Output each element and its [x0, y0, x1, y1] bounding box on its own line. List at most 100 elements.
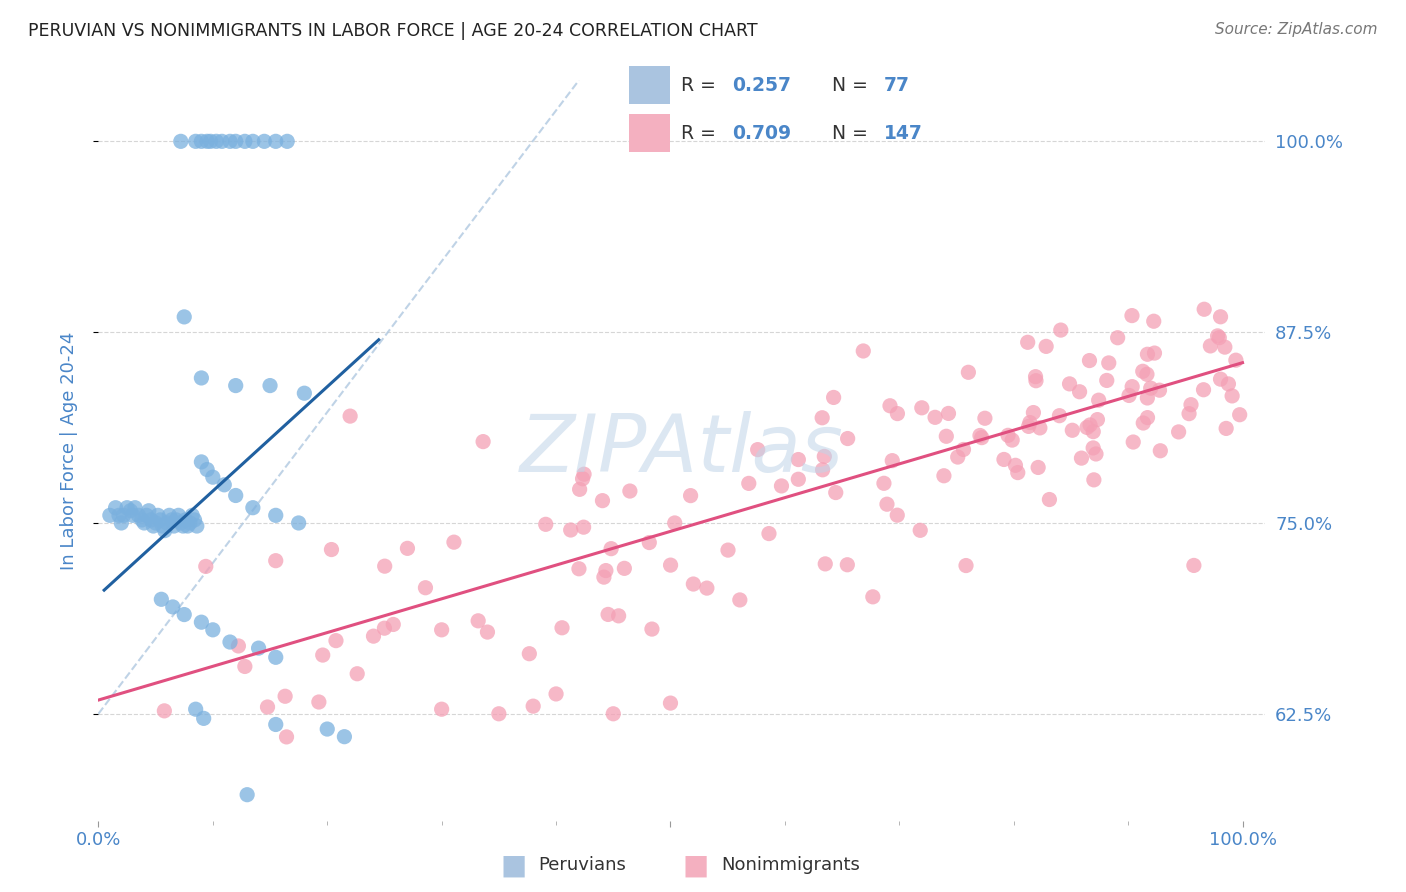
Point: [911, 401, 934, 415]
Text: Nonimmigrants: Nonimmigrants: [721, 856, 860, 874]
Point: [924, 410, 946, 425]
Point: [997, 428, 1019, 442]
Point: [747, 442, 769, 457]
Point: [247, 641, 270, 656]
Point: [823, 391, 845, 405]
Point: [135, 508, 157, 523]
Point: [170, 516, 193, 530]
Point: [477, 625, 499, 640]
Point: [1143, 346, 1166, 360]
Point: [1004, 458, 1026, 473]
Point: [225, 134, 247, 148]
Point: [813, 450, 835, 464]
Point: [1026, 460, 1049, 475]
Point: [1095, 374, 1118, 388]
Point: [1118, 388, 1140, 402]
Point: [167, 508, 190, 523]
Point: [787, 452, 810, 467]
Point: [145, 516, 167, 530]
Point: [560, 523, 582, 537]
Text: ■: ■: [501, 851, 526, 880]
Point: [172, 519, 194, 533]
Point: [396, 541, 419, 556]
Point: [1178, 407, 1201, 421]
Point: [186, 519, 208, 533]
Point: [873, 476, 896, 491]
Y-axis label: In Labor Force | Age 20-24: In Labor Force | Age 20-24: [59, 331, 77, 570]
Point: [1199, 339, 1222, 353]
Point: [131, 513, 153, 527]
Point: [214, 478, 236, 492]
Text: N =: N =: [832, 124, 875, 143]
Point: [242, 134, 264, 148]
Point: [430, 702, 453, 716]
Point: [946, 450, 969, 464]
Point: [592, 493, 614, 508]
Text: 0.257: 0.257: [733, 76, 792, 95]
Point: [1229, 408, 1251, 422]
Point: [312, 648, 335, 662]
Point: [886, 508, 908, 523]
Point: [932, 468, 955, 483]
Point: [993, 452, 1015, 467]
Point: [1149, 443, 1171, 458]
Point: [190, 615, 212, 630]
Point: [1209, 372, 1232, 386]
Point: [1029, 421, 1052, 435]
Point: [153, 704, 176, 718]
Point: [472, 434, 495, 449]
Point: [969, 428, 991, 442]
Point: [544, 687, 567, 701]
Point: [274, 690, 297, 704]
Point: [1139, 381, 1161, 395]
Point: [225, 488, 247, 502]
Point: [728, 593, 751, 607]
Bar: [628, 114, 671, 153]
Point: [837, 558, 859, 572]
Point: [876, 497, 898, 511]
Point: [200, 134, 222, 148]
Point: [862, 590, 884, 604]
Point: [264, 134, 287, 148]
Point: [253, 134, 276, 148]
Point: [233, 659, 256, 673]
Point: [142, 519, 165, 533]
Point: [382, 617, 405, 632]
Point: [146, 508, 169, 523]
Point: [190, 455, 212, 469]
Point: [1078, 353, 1101, 368]
Point: [264, 508, 287, 523]
Point: [1085, 447, 1108, 461]
Point: [184, 134, 207, 148]
Point: [205, 134, 228, 148]
Point: [1180, 398, 1202, 412]
Point: [607, 608, 630, 623]
Point: [287, 516, 309, 530]
Point: [110, 516, 132, 530]
Point: [184, 702, 207, 716]
Text: Peruvians: Peruvians: [538, 856, 627, 874]
Point: [1121, 309, 1143, 323]
Point: [339, 409, 361, 423]
Point: [1208, 331, 1230, 345]
Text: Source: ZipAtlas.com: Source: ZipAtlas.com: [1215, 22, 1378, 37]
Point: [1083, 441, 1105, 455]
Point: [1025, 374, 1047, 388]
Point: [1132, 364, 1154, 378]
Point: [886, 407, 908, 421]
Point: [373, 621, 395, 635]
Point: [276, 134, 298, 148]
Point: [1132, 416, 1154, 430]
Point: [879, 399, 901, 413]
Point: [1225, 353, 1247, 368]
Point: [259, 378, 281, 392]
Text: R =: R =: [681, 124, 721, 143]
Point: [173, 310, 195, 324]
Point: [195, 134, 218, 148]
Point: [1070, 451, 1092, 466]
Point: [957, 365, 980, 379]
Point: [908, 524, 931, 538]
Point: [165, 513, 187, 527]
Bar: [628, 66, 671, 104]
Point: [1121, 379, 1143, 393]
